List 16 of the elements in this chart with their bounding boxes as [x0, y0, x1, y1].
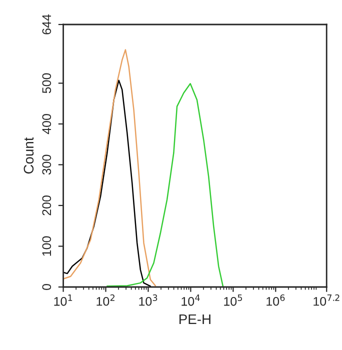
y-tick-label: 200 [42, 196, 52, 216]
x-tick-label: 10$^{2}$ [96, 294, 114, 306]
y-tick-label: 0 [42, 284, 52, 290]
x-tick-label: 10$^{7.2}$ [314, 294, 340, 306]
x-tick-label: 10$^{1}$ [54, 294, 72, 306]
x-tick-label: 10$^{6}$ [266, 294, 285, 306]
y-tick-label: 644 [42, 14, 52, 34]
x-tick-label: 10$^{4}$ [182, 294, 200, 306]
x-axis-title: PE-H [179, 314, 210, 324]
y-axis-title: Count [24, 137, 34, 174]
y-tick-label: 500 [42, 73, 52, 94]
y-tick-label: 400 [42, 114, 52, 134]
x-tick-label: 10$^{3}$ [139, 294, 158, 306]
y-tick-label: 100 [42, 236, 52, 256]
y-tick-label: 300 [42, 154, 52, 175]
x-tick-label: 10$^{5}$ [224, 294, 242, 306]
